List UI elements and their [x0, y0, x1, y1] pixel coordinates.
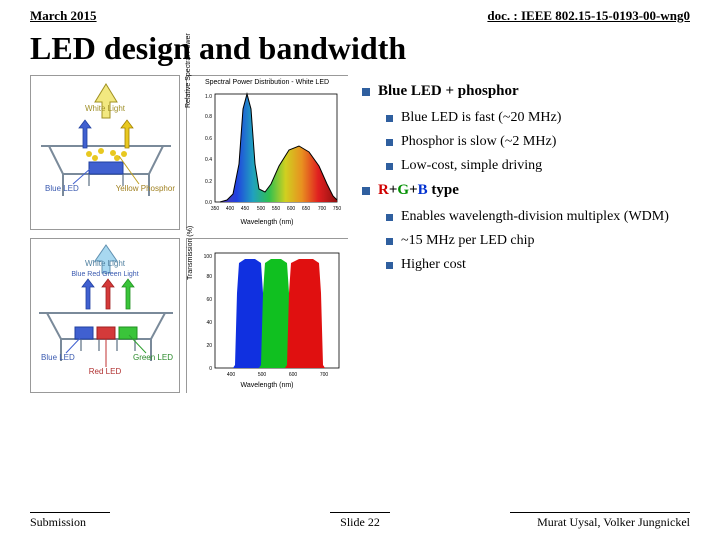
content-area: White Light Blue LED Yellow Phosphor: [0, 75, 720, 393]
svg-text:600: 600: [287, 206, 296, 212]
bullet-text: Blue LED + phosphor: [378, 83, 690, 100]
diagram1-top-label: White Light: [31, 104, 179, 113]
bullet-text: Enables wavelength-division multiplex (W…: [401, 209, 690, 225]
bullet-icon: [386, 139, 393, 146]
bullet-icon: [386, 238, 393, 245]
chart1-ylabel: Relative Spectral Power: [185, 8, 192, 108]
bullet-text: Phosphor is slow (~2 MHz): [401, 134, 690, 150]
bullet-text: R+G+B type: [378, 182, 690, 199]
footer-left: Submission: [30, 512, 110, 530]
header-date: March 2015: [30, 8, 97, 24]
diagram-rgb-led: White Light Blue Red Green Light Blue LE…: [30, 238, 180, 393]
svg-text:700: 700: [318, 206, 327, 212]
sub-bullet: Low-cost, simple driving: [386, 158, 690, 174]
sub-bullet: ~15 MHz per LED chip: [386, 233, 690, 249]
figure-row-2: White Light Blue Red Green Light Blue LE…: [30, 238, 350, 393]
svg-text:400: 400: [226, 206, 235, 212]
figures-column: White Light Blue LED Yellow Phosphor: [30, 75, 350, 393]
svg-text:450: 450: [241, 206, 250, 212]
bullet-text: Low-cost, simple driving: [401, 158, 690, 174]
sub-bullet: Phosphor is slow (~2 MHz): [386, 134, 690, 150]
bullets-column: Blue LED + phosphor Blue LED is fast (~2…: [362, 75, 690, 393]
chart1-xlabel: Wavelength (nm): [187, 219, 347, 226]
diagram1-bl-label: Blue LED: [45, 184, 79, 193]
bullet-icon: [386, 214, 393, 221]
svg-text:40: 40: [206, 320, 212, 326]
svg-text:650: 650: [302, 206, 311, 212]
diagram2-mid-label: Blue Red Green Light: [31, 271, 179, 278]
svg-text:750: 750: [333, 206, 342, 212]
footer-authors: Murat Uysal, Volker Jungnickel: [510, 512, 690, 530]
sub-bullet: Higher cost: [386, 257, 690, 273]
svg-text:500: 500: [258, 372, 267, 378]
chart-rgb-transmission: 0 20 40 60 80 100 400 500 600 700: [186, 238, 348, 393]
header-doc: doc. : IEEE 802.15-15-0193-00-wng0: [487, 8, 690, 24]
bullet-rgb-type: R+G+B type: [362, 182, 690, 199]
bullet-icon: [362, 88, 370, 96]
svg-text:400: 400: [227, 372, 236, 378]
svg-text:1.0: 1.0: [205, 94, 212, 100]
svg-text:100: 100: [204, 254, 213, 260]
svg-text:0.6: 0.6: [205, 136, 212, 142]
page-title: LED design and bandwidth: [0, 26, 720, 75]
bullet-blue-phosphor: Blue LED + phosphor: [362, 83, 690, 100]
bullet-icon: [386, 115, 393, 122]
svg-text:600: 600: [289, 372, 298, 378]
diagram2-top-label: White Light: [31, 259, 179, 268]
bullet-text: Blue LED is fast (~20 MHz): [401, 110, 690, 126]
chart-spd-white-led: 0.0 0.2 0.4 0.6 0.8 1.0 350 400 450 500 …: [186, 75, 348, 230]
footer-slide-number: Slide 22: [330, 512, 390, 530]
svg-text:350: 350: [211, 206, 220, 212]
svg-text:0.2: 0.2: [205, 179, 212, 185]
bullet-icon: [386, 262, 393, 269]
diagram2-br-label: Green LED: [133, 353, 173, 362]
sub-bullet: Blue LED is fast (~20 MHz): [386, 110, 690, 126]
chart1-title: Spectral Power Distribution - White LED: [187, 79, 347, 86]
chart2-ylabel: Transmission (%): [187, 190, 194, 280]
diagram2-bot-label: Red LED: [31, 367, 179, 376]
chart2-xlabel: Wavelength (nm): [187, 382, 347, 389]
bullet-icon: [386, 163, 393, 170]
diagram2-bl-label: Blue LED: [41, 353, 75, 362]
bullet-text: Higher cost: [401, 257, 690, 273]
sub-bullet: Enables wavelength-division multiplex (W…: [386, 209, 690, 225]
svg-text:700: 700: [320, 372, 329, 378]
bullet-text: ~15 MHz per LED chip: [401, 233, 690, 249]
svg-text:60: 60: [206, 297, 212, 303]
svg-text:0: 0: [209, 366, 212, 372]
bullet-icon: [362, 187, 370, 195]
svg-text:20: 20: [206, 343, 212, 349]
svg-text:0.8: 0.8: [205, 114, 212, 120]
footer: Submission Slide 22 Murat Uysal, Volker …: [30, 512, 690, 530]
svg-text:550: 550: [272, 206, 281, 212]
diagram1-br-label: Yellow Phosphor: [116, 184, 175, 193]
diagram-phosphor-led: White Light Blue LED Yellow Phosphor: [30, 75, 180, 230]
svg-text:80: 80: [206, 274, 212, 280]
svg-text:500: 500: [257, 206, 266, 212]
svg-text:0.4: 0.4: [205, 157, 212, 163]
